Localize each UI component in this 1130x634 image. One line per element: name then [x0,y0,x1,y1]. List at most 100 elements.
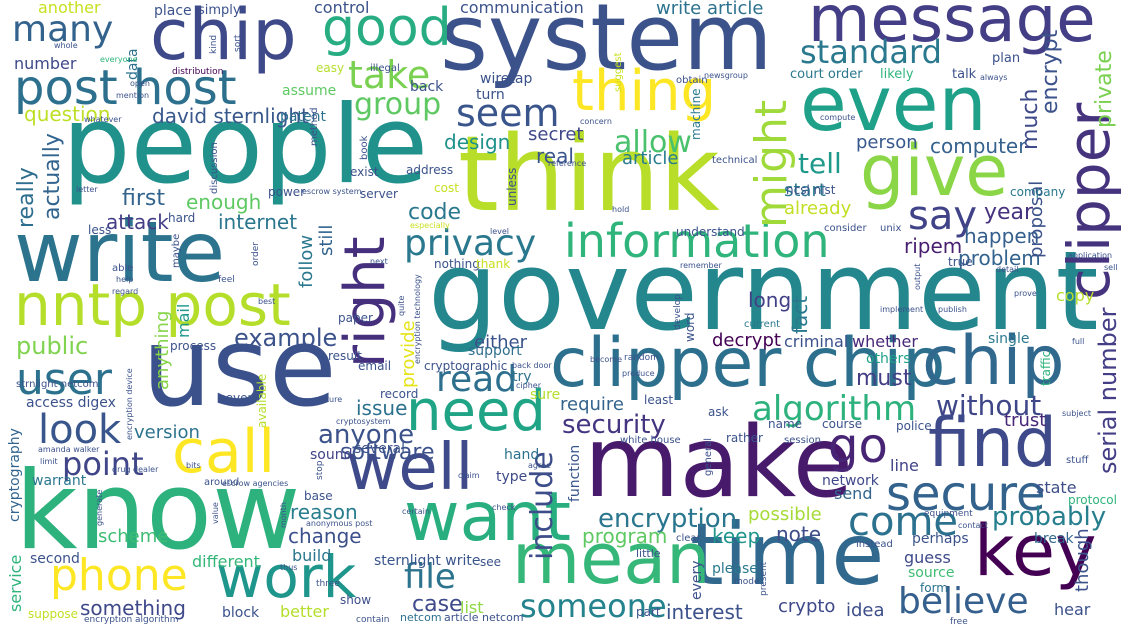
word: word [683,312,697,343]
word: ripem [904,234,963,258]
word: maybe [171,233,182,268]
word: remember [680,261,722,270]
word: able [112,263,134,274]
word: less [88,223,112,237]
word: secure [886,466,1046,522]
word: crypto [778,596,836,617]
word: sternlight write [374,553,481,569]
word: claim [458,471,480,480]
word: limit [40,457,58,466]
word: probably [992,502,1107,532]
word: true [948,255,973,269]
word: mean [512,518,711,600]
word: part [636,605,661,619]
word: phone [50,550,188,601]
word: second [30,551,80,567]
word: year [984,200,1034,225]
word: list [460,598,484,617]
word: privacy [404,223,537,264]
word: encryption [598,504,738,534]
word: value [211,502,220,524]
word: little [636,547,661,560]
word: process [170,339,217,353]
word: follow [296,234,317,288]
word: key [974,510,1097,592]
word: random [624,353,659,363]
word: whole [54,41,78,50]
word: check [492,503,516,512]
word: hear [1054,600,1091,619]
word: assume [282,83,337,99]
word: equipment [924,509,973,519]
word: anonymous post [306,519,373,528]
word: others [866,351,911,367]
word: system [440,0,773,91]
word: generate [95,489,104,526]
word: simply [198,3,241,18]
word: many [12,9,114,50]
word: instead [856,539,893,550]
word: turn [476,87,505,103]
word: whatever [84,115,122,124]
word: start [784,180,826,201]
word: course [822,417,863,431]
word: change [288,524,362,548]
word: letter [76,185,98,194]
word: back door [512,361,552,370]
word: sort [233,34,243,52]
word: publish [938,305,967,314]
word: help [116,275,134,284]
word: reference [548,159,587,168]
word: encryption algorithm [84,615,179,625]
word: criminal [784,332,849,351]
word: question [24,102,111,126]
word: clear [676,533,701,544]
word: whether [852,332,918,351]
word: chip [150,0,297,76]
word: control [314,0,370,17]
word: rather [726,431,763,445]
word: chip [922,322,1065,401]
word: take [348,53,431,97]
word: tell [798,147,842,180]
word: line [890,456,919,475]
word: break [1034,531,1074,547]
word: nothing [434,257,480,271]
word: kind [209,34,219,54]
word: believe [898,581,1029,622]
word: likely [880,67,914,82]
word: paper [338,311,373,325]
word: design [444,130,511,154]
word: clipper chip [550,324,946,403]
word: ncsl nist [786,183,836,197]
word: algorithm [752,389,917,429]
word: seem [456,91,560,135]
word: unless [505,167,519,206]
word: fact [788,295,812,334]
word: function [567,444,583,502]
word: hard [168,211,196,225]
word: problem [958,246,1041,270]
word: number [14,54,77,73]
word: software [340,440,435,465]
word: suppose [28,607,79,621]
word: service [6,554,25,612]
word: know [15,449,301,574]
word: ask [708,405,729,419]
word: must [856,366,912,391]
word: security [562,410,666,440]
word: cost [434,181,459,195]
word: network [822,473,879,489]
word: please [712,561,758,577]
word: court order [790,67,863,82]
word: current [744,319,781,330]
word: amanda walker [38,445,100,454]
word: certain [402,507,430,516]
word: present [759,561,769,596]
word: police [896,419,932,433]
word: full [1072,337,1085,346]
word: interest [666,600,743,624]
word: mode [734,577,760,587]
word: write [14,203,226,301]
word: try [512,369,532,385]
